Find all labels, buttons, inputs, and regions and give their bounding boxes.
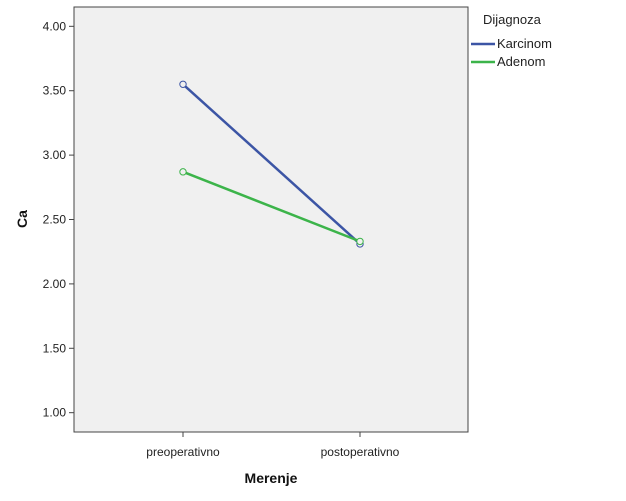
series-layer (179, 80, 364, 248)
y-tick-label-1: 1.50 (43, 341, 67, 355)
y-tick-label-0: 1.00 (43, 406, 67, 420)
y-axis: 1.00 1.50 2.00 2.50 3.00 3.50 4.00 (43, 19, 74, 420)
legend-label-karcinom: Karcinom (497, 36, 552, 51)
x-tick-label-1: postoperativno (321, 445, 400, 459)
legend-label-adenom: Adenom (497, 54, 545, 69)
point-adenom-1 (356, 237, 364, 246)
y-axis-title: Ca (14, 210, 30, 228)
legend: Dijagnoza Karcinom Adenom (471, 12, 552, 69)
series-line-adenom (182, 170, 361, 243)
point-adenom-0 (179, 168, 187, 176)
y-tick-label-3: 2.50 (43, 213, 67, 227)
x-axis: preoperativno postoperativno (146, 432, 400, 459)
series-line-karcinom (182, 83, 361, 245)
point-karcinom-0 (179, 80, 187, 88)
legend-title: Dijagnoza (483, 12, 542, 27)
x-axis-title: Merenje (245, 470, 298, 486)
y-tick-label-5: 3.50 (43, 84, 67, 98)
y-tick-label-2: 2.00 (43, 277, 67, 291)
plot-area (73, 6, 469, 433)
x-tick-label-0: preoperativno (146, 445, 220, 459)
y-tick-label-4: 3.00 (43, 148, 67, 162)
y-tick-label-6: 4.00 (43, 19, 67, 33)
